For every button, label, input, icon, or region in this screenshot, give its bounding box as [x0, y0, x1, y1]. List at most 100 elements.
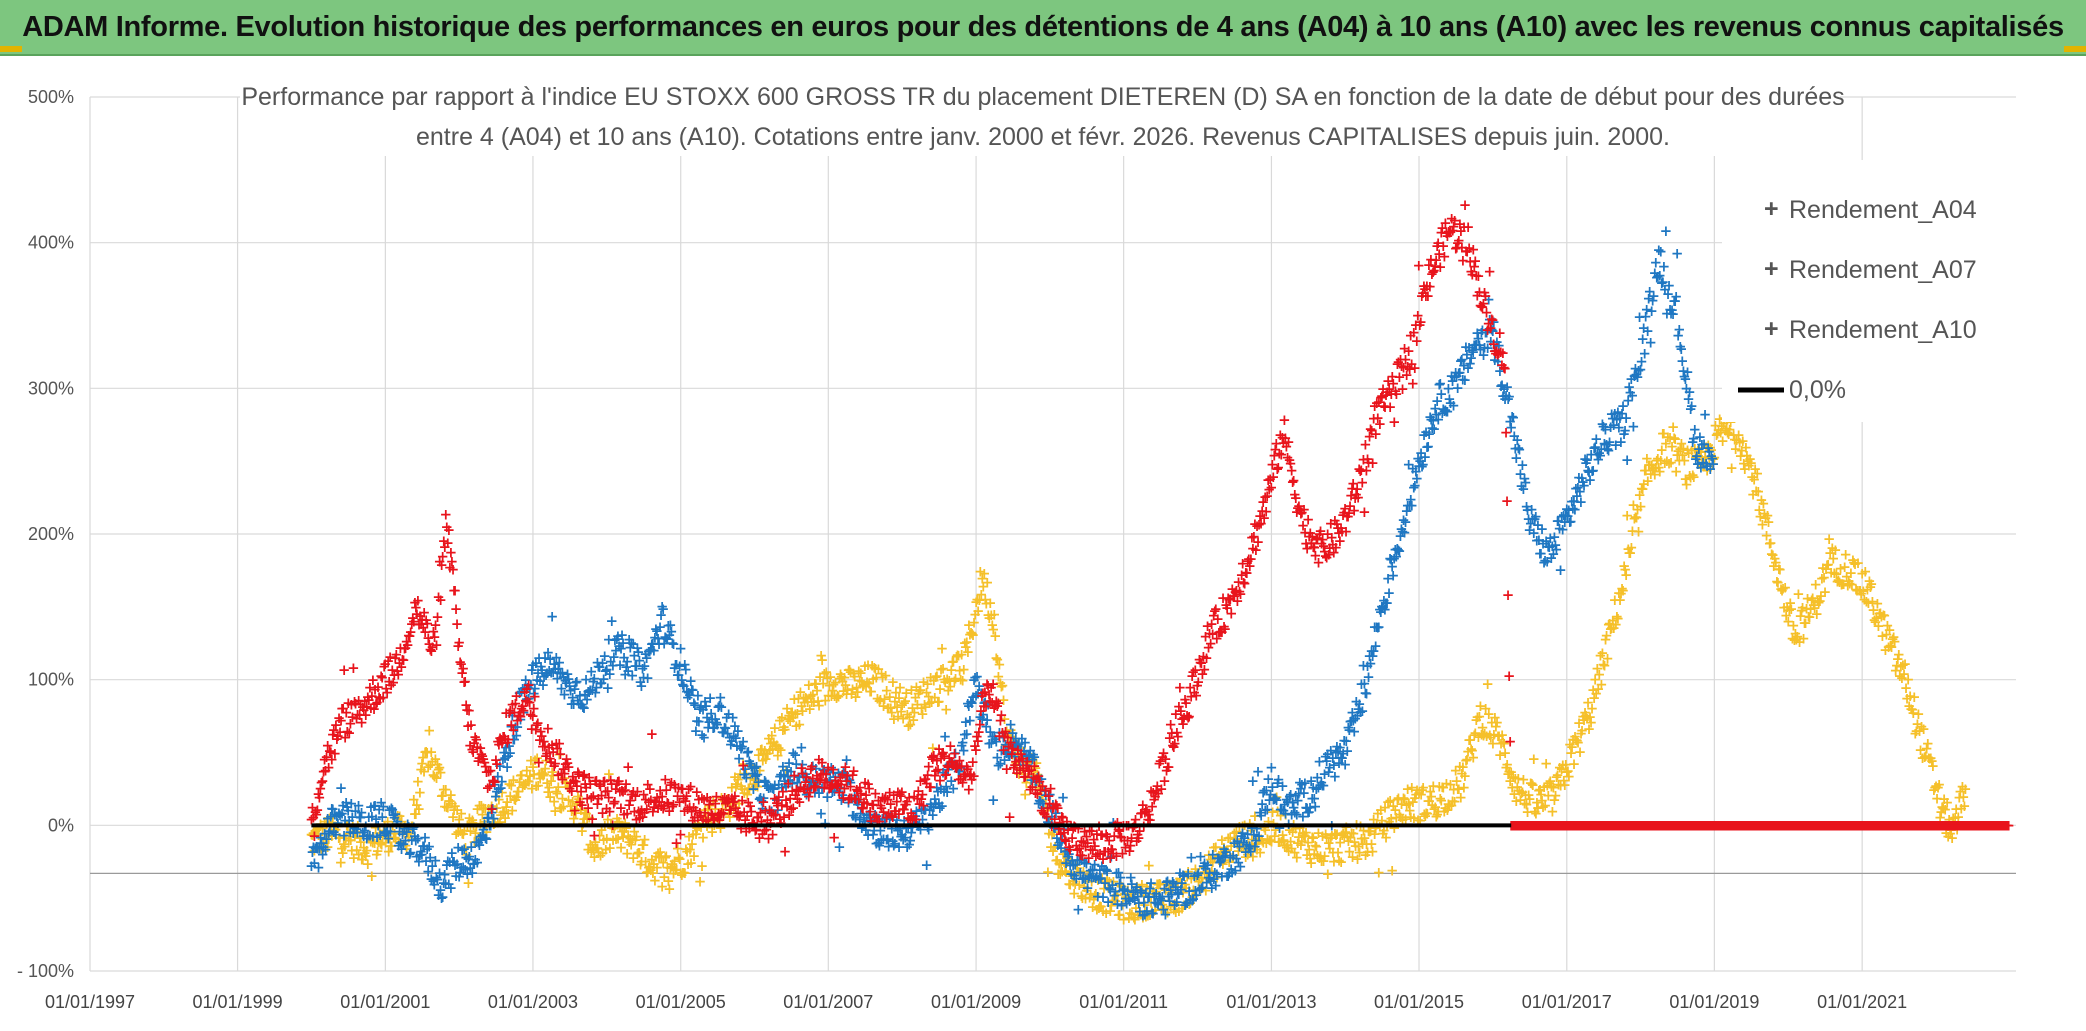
point-a10: +: [917, 797, 930, 815]
point-a04: +: [475, 797, 488, 815]
point-a10: +: [431, 608, 444, 626]
point-a04: +: [411, 796, 424, 814]
point-a10: +: [987, 675, 1000, 693]
point-a04: +: [336, 839, 349, 857]
legend-label-zero-line: 0,0%: [1789, 376, 1846, 404]
point-a04: +: [1372, 864, 1385, 882]
point-a04: +: [431, 756, 444, 774]
point-a07: +: [1309, 798, 1322, 816]
point-a04: +: [370, 845, 383, 863]
point-a04: +: [339, 838, 352, 856]
point-a04: +: [426, 752, 439, 770]
point-a10: +: [737, 756, 750, 774]
point-a07: +: [1673, 320, 1686, 338]
point-a04: +: [481, 809, 494, 827]
point-a04: +: [373, 824, 386, 842]
point-a04: +: [444, 792, 457, 810]
x-tick-label: 01/01/1999: [193, 992, 283, 1012]
point-a04: +: [408, 805, 421, 823]
point-a04: +: [1612, 610, 1625, 628]
point-a07: +: [1369, 637, 1382, 655]
point-a10: +: [485, 800, 498, 818]
point-a04: +: [442, 798, 455, 816]
point-a04: +: [361, 855, 374, 873]
point-a04: +: [313, 839, 326, 857]
banner-accent-right: [2064, 46, 2086, 52]
point-a07: +: [1072, 900, 1085, 918]
point-a10: +: [1479, 287, 1492, 305]
point-a04: +: [428, 768, 441, 786]
point-a10: +: [1366, 454, 1379, 472]
point-a07: +: [471, 853, 484, 871]
point-a10: +: [588, 827, 601, 845]
report-banner: ADAM Informe. Evolution historique des p…: [0, 0, 2086, 56]
point-a04: +: [1459, 767, 1472, 785]
point-a04: +: [416, 754, 429, 772]
point-a04: +: [1601, 650, 1614, 668]
point-a04: +: [437, 781, 450, 799]
point-a04: +: [401, 824, 414, 842]
point-a04: +: [344, 824, 357, 842]
point-a10: +: [430, 636, 443, 654]
banner-title: ADAM Informe. Evolution historique des p…: [22, 11, 2064, 44]
point-a04: +: [315, 841, 328, 859]
point-a04: +: [940, 700, 953, 718]
point-a04: +: [319, 829, 332, 847]
point-a04: +: [694, 873, 707, 891]
point-a10: +: [1408, 359, 1421, 377]
point-a04: +: [343, 832, 356, 850]
x-tick-label: 01/01/2019: [1669, 992, 1759, 1012]
point-a07: +: [987, 791, 1000, 809]
point-a04: +: [472, 828, 485, 846]
point-a04: +: [446, 794, 459, 812]
point-a04: +: [469, 824, 482, 842]
point-a10: +: [308, 827, 321, 845]
point-a07: +: [1554, 561, 1567, 579]
point-a04: +: [1751, 465, 1764, 483]
point-a04: +: [1865, 575, 1878, 593]
point-a07: +: [1707, 455, 1720, 473]
point-a10: +: [622, 758, 635, 776]
point-a04: +: [435, 787, 448, 805]
point-a04: +: [400, 840, 413, 858]
point-a04: +: [306, 826, 319, 844]
point-a04: +: [441, 798, 454, 816]
point-a10: +: [646, 725, 659, 743]
point-a04: +: [443, 792, 456, 810]
point-a04: +: [1620, 566, 1633, 584]
legend-label-a10: Rendement_A10: [1789, 316, 1977, 344]
point-a10: +: [1374, 415, 1387, 433]
point-a10: +: [1406, 375, 1419, 393]
series-a04: ++++++++++++++++++++++++++++++++++++++++…: [305, 398, 1972, 928]
x-tick-label: 01/01/2007: [783, 992, 873, 1012]
point-a10: +: [995, 706, 1008, 724]
point-a04: +: [1386, 862, 1399, 880]
point-a04: +: [452, 823, 465, 841]
point-a04: +: [389, 830, 402, 848]
point-a04: +: [457, 825, 470, 843]
point-a04: +: [328, 823, 341, 841]
y-tick-label: 500%: [28, 87, 74, 107]
x-tick-label: 01/01/2013: [1226, 992, 1316, 1012]
point-a04: +: [421, 744, 434, 762]
point-a04: +: [417, 749, 430, 767]
point-a07: +: [1356, 702, 1369, 720]
point-a04: +: [338, 835, 351, 853]
point-a10: +: [1459, 196, 1472, 214]
point-a10: +: [1503, 667, 1516, 685]
series-layer: ++++++++++++++++++++++++++++++++++++++++…: [305, 196, 2015, 929]
point-a04: +: [480, 823, 493, 841]
point-a07: +: [1550, 541, 1563, 559]
point-a10: +: [1003, 808, 1016, 826]
point-a04: +: [424, 756, 437, 774]
point-a04: +: [379, 833, 392, 851]
point-a04: +: [1467, 748, 1480, 766]
point-a04: +: [447, 808, 460, 826]
point-a04: +: [422, 758, 435, 776]
point-a04: +: [696, 857, 709, 875]
point-a07: +: [1699, 406, 1712, 424]
point-a07: +: [1519, 473, 1532, 491]
x-tick-label: 01/01/2005: [636, 992, 726, 1012]
point-a04: +: [413, 800, 426, 818]
point-a04: +: [380, 827, 393, 845]
